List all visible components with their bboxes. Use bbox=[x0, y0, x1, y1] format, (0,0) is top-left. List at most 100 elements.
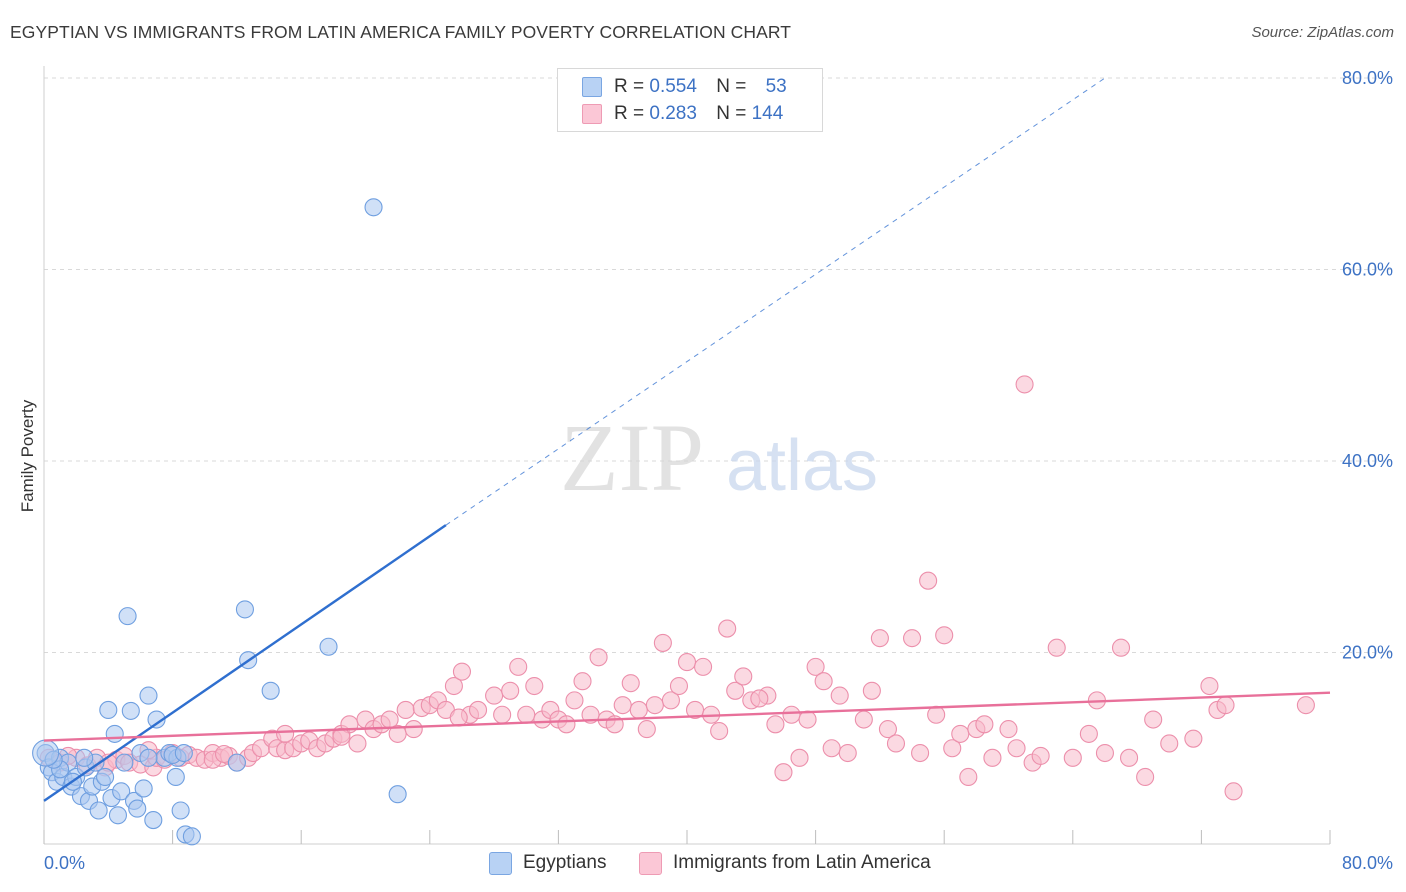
point-latin-america bbox=[468, 700, 488, 720]
point-latin-america bbox=[1184, 729, 1203, 748]
point-latin-america bbox=[404, 720, 423, 739]
point-latin-america bbox=[557, 715, 576, 734]
chart-title: EGYPTIAN VS IMMIGRANTS FROM LATIN AMERIC… bbox=[10, 22, 792, 42]
point-latin-america bbox=[1224, 782, 1243, 801]
point-latin-america bbox=[782, 705, 801, 724]
point-latin-america bbox=[501, 681, 520, 700]
point-egyptians bbox=[99, 700, 118, 720]
point-latin-america bbox=[669, 676, 689, 696]
point-latin-america bbox=[1031, 746, 1050, 765]
point-egyptians bbox=[235, 600, 254, 619]
point-latin-america bbox=[1063, 748, 1082, 767]
point-latin-america bbox=[1160, 734, 1179, 753]
point-egyptians bbox=[261, 681, 280, 700]
point-latin-america bbox=[1296, 696, 1315, 715]
axes bbox=[43, 66, 1331, 845]
point-egyptians bbox=[134, 779, 153, 798]
point-egyptians bbox=[144, 811, 163, 830]
n-value: 53 bbox=[765, 76, 787, 97]
point-latin-america bbox=[750, 689, 769, 708]
point-latin-america bbox=[525, 676, 544, 696]
point-egyptians bbox=[128, 799, 147, 818]
point-latin-america bbox=[276, 724, 295, 743]
legend-swatch-pink bbox=[582, 104, 602, 124]
point-egyptians bbox=[319, 637, 338, 656]
point-egyptians bbox=[121, 701, 140, 720]
y-tick-label: 20.0% bbox=[1342, 643, 1393, 663]
point-latin-america bbox=[509, 657, 528, 676]
point-latin-america bbox=[653, 633, 672, 652]
y-axis-title: Family Poverty bbox=[18, 399, 37, 512]
point-latin-america bbox=[774, 763, 793, 782]
point-latin-america bbox=[1095, 743, 1114, 763]
point-latin-america bbox=[637, 720, 656, 739]
source-label: Source: ZipAtlas.com bbox=[1251, 24, 1394, 41]
point-egyptians bbox=[118, 607, 137, 626]
trend-line-egyptians-extension bbox=[445, 77, 1106, 526]
point-egyptians bbox=[112, 782, 131, 801]
point-latin-america bbox=[645, 696, 664, 715]
point-latin-america bbox=[1200, 676, 1219, 696]
y-tick-label: 40.0% bbox=[1342, 451, 1393, 471]
point-latin-america bbox=[710, 721, 729, 741]
point-latin-america bbox=[902, 629, 922, 648]
point-latin-america bbox=[806, 657, 825, 676]
watermark: ZIP atlas bbox=[560, 404, 878, 511]
point-latin-america bbox=[493, 705, 512, 724]
point-latin-america bbox=[396, 700, 415, 720]
point-latin-america bbox=[911, 743, 930, 763]
legend-swatch-blue bbox=[489, 852, 512, 875]
point-latin-america bbox=[726, 681, 745, 700]
point-latin-america bbox=[1079, 724, 1098, 743]
watermark-zip: ZIP bbox=[560, 404, 704, 511]
point-egyptians bbox=[105, 724, 124, 743]
legend-text: R = 0.554 N = 53 bbox=[614, 76, 787, 97]
point-latin-america bbox=[830, 686, 849, 705]
point-latin-america bbox=[613, 696, 632, 715]
point-egyptians bbox=[75, 748, 94, 767]
point-latin-america bbox=[814, 672, 833, 691]
point-latin-america bbox=[661, 691, 680, 710]
r-value: 0.283 bbox=[649, 103, 697, 124]
point-latin-america bbox=[983, 748, 1002, 767]
y-tick-label: 60.0% bbox=[1342, 260, 1393, 280]
point-egyptians-cluster bbox=[32, 739, 60, 767]
point-latin-america bbox=[629, 700, 648, 720]
y-tick-label: 80.0% bbox=[1342, 68, 1393, 88]
trend-lines bbox=[43, 77, 1331, 802]
point-latin-america bbox=[870, 629, 889, 648]
point-egyptians bbox=[171, 801, 190, 820]
point-latin-america bbox=[959, 767, 978, 787]
point-egyptians bbox=[364, 198, 383, 217]
x-tick-label-max: 80.0% bbox=[1342, 853, 1393, 873]
point-latin-america bbox=[621, 674, 640, 693]
x-tick-label-min: 0.0% bbox=[44, 853, 85, 873]
axis-labels: 20.0% 40.0% 60.0% 80.0% 0.0% 80.0% Family Pove… bbox=[18, 68, 1393, 873]
point-egyptians bbox=[147, 710, 166, 729]
point-latin-america bbox=[854, 710, 873, 729]
point-egyptians bbox=[174, 743, 193, 763]
point-latin-america bbox=[886, 734, 906, 753]
point-latin-america bbox=[677, 653, 697, 672]
point-latin-america bbox=[565, 691, 584, 710]
point-latin-america bbox=[332, 727, 351, 746]
gridlines bbox=[44, 77, 1392, 653]
point-latin-america bbox=[935, 626, 954, 645]
point-latin-america bbox=[1007, 739, 1026, 758]
trend-line-latin-america bbox=[43, 691, 1331, 742]
point-latin-america bbox=[214, 744, 234, 764]
watermark-atlas: atlas bbox=[726, 426, 878, 506]
point-egyptians bbox=[115, 753, 134, 772]
r-value: 0.554 bbox=[649, 76, 697, 97]
point-latin-america bbox=[951, 724, 970, 743]
point-egyptians bbox=[108, 806, 127, 825]
point-latin-america bbox=[485, 686, 504, 705]
point-egyptians bbox=[139, 748, 158, 767]
point-egyptians bbox=[89, 801, 108, 820]
point-latin-america bbox=[1216, 696, 1235, 715]
point-latin-america bbox=[1120, 748, 1139, 767]
point-egyptians bbox=[182, 827, 201, 846]
point-latin-america bbox=[862, 681, 881, 700]
point-latin-america bbox=[573, 672, 592, 691]
point-latin-america bbox=[766, 715, 785, 734]
